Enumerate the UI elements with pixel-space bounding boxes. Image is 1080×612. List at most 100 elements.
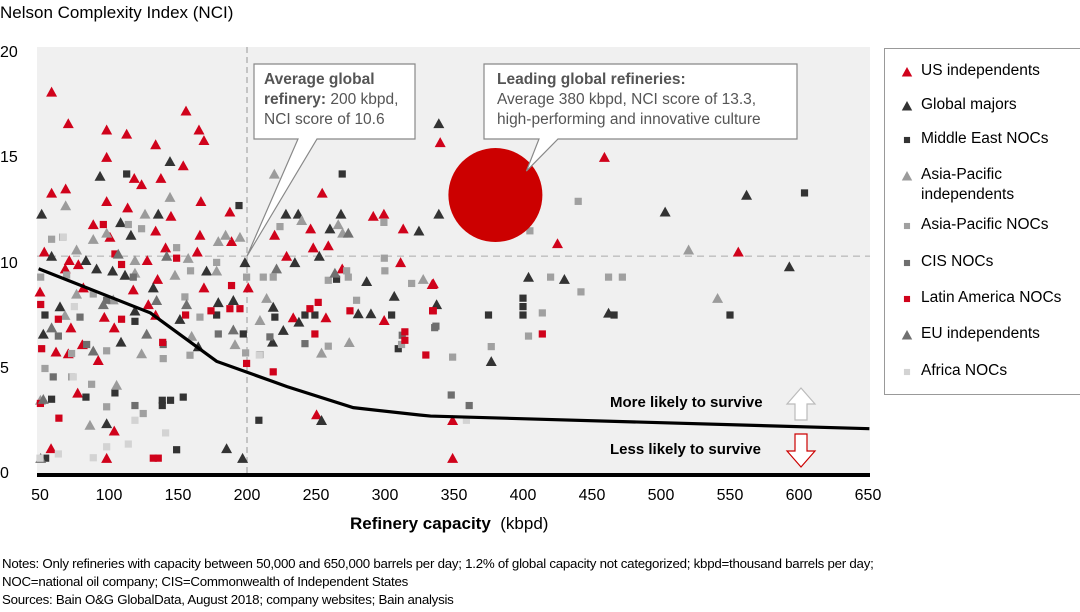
data-point-us-independents: [87, 219, 99, 230]
data-point-middle-east-nocs: [484, 311, 493, 319]
data-point-us-independents: [378, 315, 390, 325]
data-point-eu-independents: [271, 263, 283, 274]
data-point-asia-pacific-nocs: [68, 349, 76, 358]
data-point-middle-east-nocs: [41, 311, 49, 319]
data-point-asia-pacific-nocs: [103, 347, 111, 355]
data-point-us-independents: [242, 282, 254, 293]
data-point-asia-pacific-nocs: [408, 279, 416, 288]
data-point-us-independents: [38, 246, 50, 257]
data-point-global-majors: [313, 250, 325, 261]
data-point-eu-independents: [227, 324, 239, 335]
legend-label: Global majors: [921, 96, 1017, 113]
avg-callout-bold-2: refinery:: [264, 91, 327, 108]
data-point-asia-pacific-independents: [683, 244, 695, 255]
data-point-eu-independents: [141, 328, 153, 339]
sources-line: Sources: Bain O&G GlobalData, August 201…: [2, 592, 454, 607]
x-tick-label: 200: [233, 487, 261, 504]
legend-item-global-majors: Global majors: [899, 95, 1071, 115]
legend-item-middle-east-nocs: Middle East NOCs: [899, 129, 1071, 149]
arrow-down-icon: [785, 433, 817, 468]
data-point-global-majors: [783, 261, 795, 272]
data-point-asia-pacific-nocs: [344, 273, 352, 281]
data-point-asia-pacific-independents: [211, 265, 223, 276]
x-tick-label: 400: [509, 487, 537, 504]
data-point-latin-america-nocs: [54, 315, 62, 323]
data-point-latin-america-nocs: [538, 330, 546, 338]
data-point-us-independents: [447, 452, 459, 463]
data-point-us-independents: [101, 124, 113, 135]
data-point-eu-independents: [97, 299, 109, 310]
series-asia-pacific-independents: [34, 168, 724, 430]
square-marker-icon: [903, 259, 911, 267]
triangle-marker-icon: [901, 330, 913, 340]
data-point-asia-pacific-nocs: [574, 197, 582, 205]
data-point-asia-pacific-independents: [136, 348, 148, 359]
data-point-middle-east-nocs: [158, 401, 166, 410]
data-point-global-majors: [316, 415, 328, 425]
data-point-asia-pacific-nocs: [604, 273, 613, 281]
data-point-asia-pacific-independents: [296, 215, 308, 225]
data-point-us-independents: [108, 322, 120, 333]
y-tick-label: 10: [0, 254, 18, 272]
data-point-us-independents: [165, 210, 177, 221]
avg-refinery-callout: Average global refinery: 200 kbpd, NCI s…: [264, 70, 398, 130]
lead-callout-bold: Leading global refineries:: [497, 71, 686, 88]
legend-marker: [901, 67, 913, 77]
data-point-latin-america-nocs: [117, 315, 126, 323]
data-point-eu-independents: [161, 250, 173, 261]
data-point-latin-america-nocs: [159, 338, 167, 346]
data-point-latin-america-nocs: [311, 330, 319, 338]
data-point-us-independents: [320, 312, 332, 323]
data-point-latin-america-nocs: [111, 250, 119, 258]
series-asia-pacific-nocs: [37, 197, 626, 418]
data-point-asia-pacific-nocs: [343, 267, 351, 275]
data-point-asia-pacific-nocs: [137, 225, 146, 233]
data-point-asia-pacific-nocs: [139, 409, 147, 418]
y-tick-label: 20: [0, 44, 18, 61]
data-point-us-independents: [59, 263, 71, 274]
data-point-asia-pacific-independents: [332, 219, 344, 230]
data-point-asia-pacific-independents: [101, 227, 113, 238]
data-point-africa-nocs: [36, 454, 44, 462]
data-point-eu-independents: [112, 248, 124, 259]
avg-callout-text-2: 200 kbpd,: [326, 91, 399, 108]
avg-callout-bold-1: Average global: [264, 71, 375, 88]
data-point-africa-nocs: [103, 443, 111, 451]
data-point-global-majors: [292, 208, 304, 219]
data-point-latin-america-nocs: [269, 368, 277, 376]
legend-label: EU independents: [921, 325, 1040, 342]
data-point-global-majors: [413, 225, 425, 236]
data-point-global-majors: [227, 295, 239, 305]
data-point-asia-pacific-nocs: [324, 342, 332, 350]
legend-marker: [901, 171, 913, 181]
data-point-latin-america-nocs: [99, 220, 107, 229]
data-point-global-majors: [101, 418, 113, 429]
data-point-cis-nocs: [431, 324, 439, 332]
data-point-asia-pacific-independents: [254, 315, 266, 325]
data-point-us-independents: [447, 415, 459, 425]
data-point-africa-nocs: [89, 454, 97, 462]
lead-callout-box: [483, 63, 798, 172]
data-point-middle-east-nocs: [111, 389, 119, 397]
data-point-asia-pacific-independents: [111, 379, 123, 390]
data-point-us-independents: [127, 284, 139, 295]
legend-label: CIS NOCs: [921, 253, 994, 270]
data-point-africa-nocs: [124, 440, 132, 448]
data-point-global-majors: [659, 206, 671, 217]
data-point-global-majors: [36, 208, 48, 219]
data-point-asia-pacific-nocs: [47, 235, 56, 243]
data-point-us-independents: [141, 255, 153, 265]
data-point-global-majors: [433, 208, 445, 219]
data-point-middle-east-nocs: [213, 311, 221, 319]
series-africa-nocs: [36, 233, 471, 462]
data-point-middle-east-nocs: [235, 201, 243, 210]
data-point-eu-independents: [342, 227, 354, 238]
data-point-global-majors: [94, 170, 106, 181]
data-point-global-majors: [80, 255, 92, 265]
data-point-latin-america-nocs: [226, 305, 234, 313]
data-point-us-independents: [226, 236, 238, 247]
data-point-eu-independents: [46, 322, 58, 333]
data-point-middle-east-nocs: [332, 275, 341, 283]
data-point-asia-pacific-nocs: [487, 342, 495, 351]
data-point-asia-pacific-independents: [59, 310, 71, 320]
